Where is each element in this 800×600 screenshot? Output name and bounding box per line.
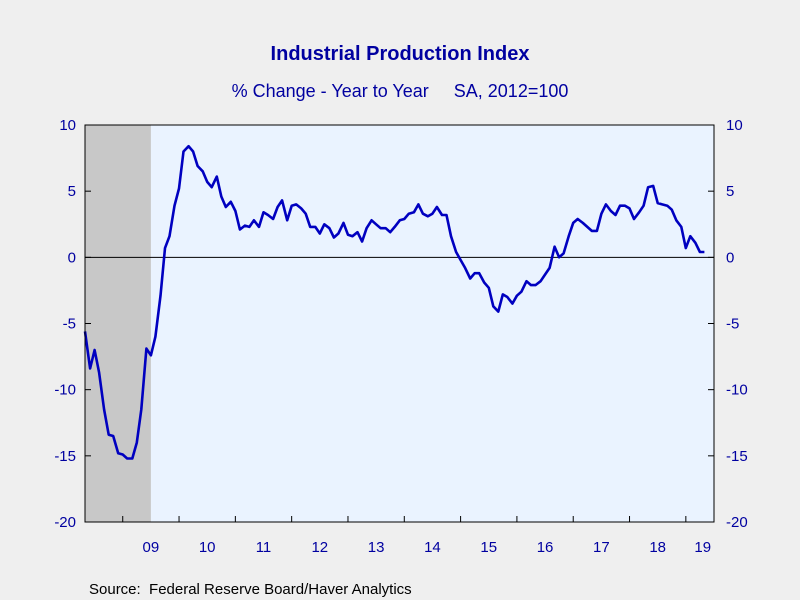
y-tick-label-left: 10 [59, 117, 76, 134]
x-tick-label: 19 [694, 539, 711, 556]
y-tick-label-right: 5 [726, 183, 734, 200]
y-tick-label-left: -20 [54, 514, 76, 531]
x-tick-label: 14 [424, 539, 441, 556]
x-tick-label: 17 [593, 539, 610, 556]
y-tick-label-left: -10 [54, 382, 76, 399]
y-tick-label-right: -15 [726, 448, 748, 465]
y-tick-label-left: -15 [54, 448, 76, 465]
x-axis: 09 10 11 12 13 14 15 16 17 18 19 [122, 516, 711, 556]
source-note: Source: Federal Reserve Board/Haver Anal… [89, 581, 412, 598]
x-tick-label: 11 [256, 539, 272, 556]
x-tick-label: 13 [368, 539, 385, 556]
series-line-0 [83, 144, 705, 460]
y-tick-label-right: 0 [726, 249, 734, 266]
chart-title: Industrial Production Index [271, 43, 530, 65]
x-tick-label: 10 [199, 539, 216, 556]
recession-shading [85, 125, 151, 522]
y-axis-left: 10 5 0 -5 -10 -15 -20 [54, 117, 91, 531]
plot-border [84, 124, 715, 523]
plot-area [85, 125, 714, 522]
x-tick-label: 12 [311, 539, 328, 556]
y-tick-label-right: -20 [726, 514, 748, 531]
y-tick-label-right: -10 [726, 382, 748, 399]
y-tick-label-left: 0 [68, 249, 76, 266]
x-tick-label: 15 [480, 539, 497, 556]
y-tick-label-left: 5 [68, 183, 76, 200]
chart-subtitle: % Change - Year to Year SA, 2012=100 [232, 81, 569, 101]
y-tick-label-right: 10 [726, 117, 743, 134]
x-tick-label: 16 [537, 539, 554, 556]
y-tick-label-right: -5 [726, 316, 739, 333]
y-tick-label-left: -5 [63, 316, 76, 333]
x-tick-label: 09 [143, 539, 160, 556]
x-tick-label: 18 [649, 539, 666, 556]
series-layer [83, 144, 705, 460]
